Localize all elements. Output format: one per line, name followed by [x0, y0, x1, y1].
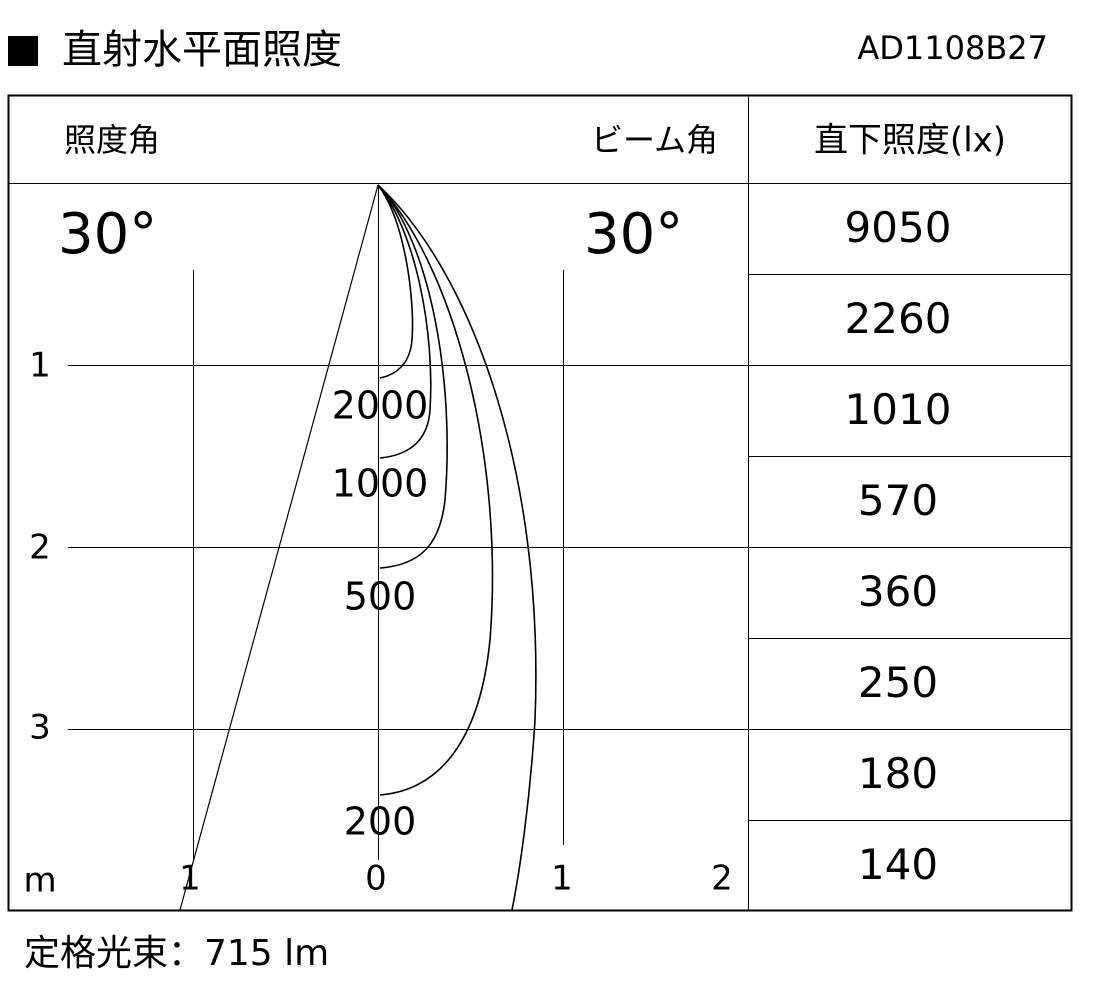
contour-label: 1000 [332, 462, 429, 506]
unit: m [23, 861, 56, 901]
table-cell: 250 [858, 658, 938, 707]
angle-line [179, 184, 379, 911]
x-label: 0 [365, 859, 387, 899]
model: AD1108B27 [857, 29, 1048, 67]
y-label: 2 [29, 528, 51, 568]
table-cell: 180 [858, 749, 938, 798]
table-cell: 1010 [845, 385, 952, 434]
frame [7, 94, 1073, 912]
contour [377, 184, 432, 459]
illuminance-angle-label: 照度角 [64, 121, 160, 159]
table-header: 直下照度(lx) [814, 121, 1006, 161]
x-label: 2 [711, 859, 733, 899]
footer: 定格光束：715 lm [24, 933, 329, 974]
title-square [8, 36, 38, 66]
x-label: 1 [179, 859, 201, 899]
title: 直射水平面照度 [62, 27, 342, 73]
y-label: 3 [29, 708, 51, 748]
table-cell: 570 [858, 476, 938, 525]
contour [377, 184, 494, 796]
table-cell: 9050 [845, 203, 952, 252]
illuminance-angle: 30° [58, 202, 157, 267]
beam-angle: 30° [584, 202, 683, 267]
table-cell: 140 [858, 840, 938, 889]
table-cell: 2260 [845, 294, 952, 343]
contour-label: 500 [344, 575, 417, 619]
contour-label: 2000 [332, 384, 429, 428]
contour [377, 184, 537, 911]
contour [377, 184, 448, 569]
contour-label: 200 [344, 800, 417, 844]
beam-angle-label: ビーム角 [591, 121, 718, 159]
contour [377, 184, 414, 379]
table-cell: 360 [858, 567, 938, 616]
x-label: 1 [551, 859, 573, 899]
y-label: 1 [29, 346, 51, 386]
